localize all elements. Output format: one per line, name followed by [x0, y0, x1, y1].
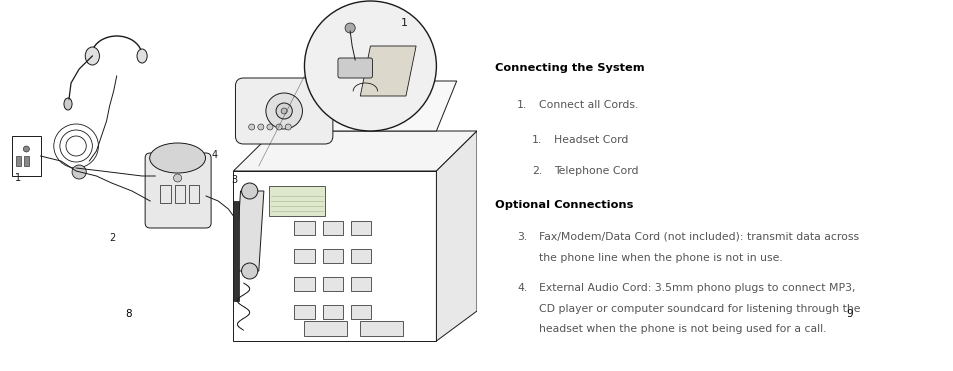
- Circle shape: [249, 124, 254, 130]
- Text: External Audio Cord: 3.5mm phono plugs to connect MP3,: External Audio Cord: 3.5mm phono plugs t…: [538, 283, 855, 293]
- Bar: [294, 249, 314, 263]
- Polygon shape: [436, 131, 476, 341]
- Text: Telephone Cord: Telephone Cord: [554, 166, 638, 176]
- Polygon shape: [360, 46, 416, 96]
- Bar: [12, 136, 41, 176]
- Text: 8: 8: [125, 309, 132, 319]
- Bar: [233, 201, 238, 301]
- Bar: [174, 185, 185, 203]
- Text: 3.: 3.: [517, 232, 527, 242]
- Circle shape: [345, 23, 355, 33]
- Circle shape: [281, 108, 287, 114]
- Circle shape: [241, 263, 257, 279]
- Bar: [351, 249, 371, 263]
- Circle shape: [267, 124, 273, 130]
- Text: the phone line when the phone is not in use.: the phone line when the phone is not in …: [538, 253, 782, 263]
- Bar: [294, 221, 314, 235]
- Bar: [351, 305, 371, 319]
- Circle shape: [275, 103, 292, 119]
- Bar: [160, 185, 171, 203]
- Bar: [16, 156, 21, 166]
- Bar: [269, 186, 324, 216]
- Circle shape: [257, 124, 264, 130]
- Polygon shape: [233, 171, 436, 341]
- Ellipse shape: [150, 143, 205, 173]
- Circle shape: [304, 1, 436, 131]
- Text: Optional Connections: Optional Connections: [495, 200, 633, 210]
- Text: 1.: 1.: [517, 100, 527, 110]
- Text: 4.: 4.: [517, 283, 527, 293]
- Bar: [322, 221, 343, 235]
- Text: Fax/Modem/Data Cord (not included): transmit data across: Fax/Modem/Data Cord (not included): tran…: [538, 232, 859, 242]
- Bar: [360, 321, 402, 336]
- Ellipse shape: [137, 49, 147, 63]
- Bar: [351, 277, 371, 291]
- Text: 2.: 2.: [531, 166, 541, 176]
- Text: CD player or computer soundcard for listening through the: CD player or computer soundcard for list…: [538, 303, 860, 313]
- FancyBboxPatch shape: [235, 78, 333, 144]
- Polygon shape: [304, 41, 426, 81]
- Circle shape: [23, 146, 30, 152]
- Bar: [322, 249, 343, 263]
- Ellipse shape: [85, 47, 99, 65]
- Polygon shape: [235, 191, 264, 271]
- Bar: [294, 277, 314, 291]
- Circle shape: [173, 174, 181, 182]
- Bar: [304, 321, 347, 336]
- Ellipse shape: [64, 98, 72, 110]
- Bar: [25, 156, 30, 166]
- Text: 9: 9: [845, 309, 852, 319]
- Polygon shape: [233, 131, 476, 171]
- Circle shape: [275, 124, 282, 130]
- Bar: [189, 185, 199, 203]
- Text: 1: 1: [15, 173, 21, 183]
- Text: 1: 1: [400, 18, 408, 28]
- Bar: [322, 277, 343, 291]
- Text: 4: 4: [211, 150, 217, 160]
- Polygon shape: [264, 81, 456, 131]
- Bar: [322, 305, 343, 319]
- Text: 1.: 1.: [531, 135, 541, 145]
- Text: Connecting the System: Connecting the System: [495, 63, 644, 73]
- Circle shape: [266, 93, 302, 129]
- Text: 3: 3: [232, 175, 237, 185]
- Circle shape: [285, 124, 291, 130]
- FancyBboxPatch shape: [145, 153, 211, 228]
- Bar: [294, 305, 314, 319]
- Text: Headset Cord: Headset Cord: [554, 135, 628, 145]
- FancyBboxPatch shape: [337, 58, 372, 78]
- Text: 2: 2: [110, 233, 115, 243]
- Text: Connect all Cords.: Connect all Cords.: [538, 100, 638, 110]
- Circle shape: [241, 183, 257, 199]
- Text: headset when the phone is not being used for a call.: headset when the phone is not being used…: [538, 324, 826, 334]
- Circle shape: [72, 165, 86, 179]
- Bar: [351, 221, 371, 235]
